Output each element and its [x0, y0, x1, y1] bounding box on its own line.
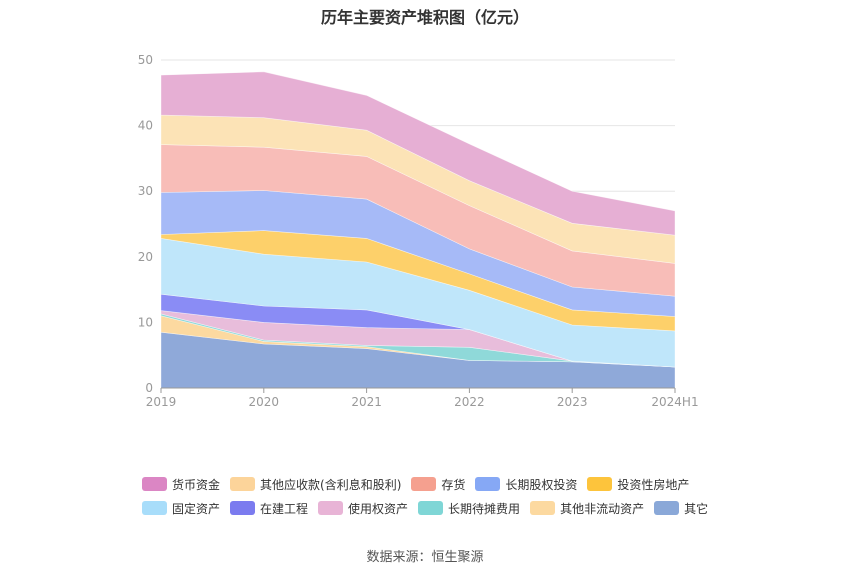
y-tick-label: 10: [138, 315, 153, 329]
legend-item[interactable]: 固定资产: [142, 500, 220, 517]
y-tick-label: 0: [145, 381, 153, 395]
x-tick-label: 2024H1: [651, 395, 698, 409]
x-tick-label: 2023: [557, 395, 588, 409]
legend-label: 长期股权投资: [505, 477, 578, 492]
legend-item[interactable]: 长期待摊费用: [418, 500, 520, 517]
legend-item[interactable]: 货币资金: [142, 476, 220, 493]
legend-item[interactable]: 投资性房地产: [587, 476, 689, 493]
legend-swatch: [142, 501, 167, 515]
legend-swatch: [587, 477, 613, 491]
legend-label: 货币资金: [172, 477, 221, 492]
legend-label: 在建工程: [260, 501, 309, 516]
legend-label: 长期待摊费用: [448, 501, 521, 516]
legend-item[interactable]: 存货: [411, 476, 465, 493]
legend-item[interactable]: 在建工程: [230, 500, 308, 517]
data-source-note: 数据来源：恒生聚源: [366, 550, 484, 565]
axes: 0 10 20 30 40 50 2019 2020 2021 2022 2023 2024H1: [138, 53, 699, 409]
legend-swatch: [530, 501, 556, 515]
legend-item[interactable]: 使用权资产: [318, 500, 408, 517]
legend: 货币资金 其他应收款(含利息和股利) 存货 长期股权投资 投资性房地产 固定资产 在建工程…: [142, 472, 742, 520]
x-tick-label: 2019: [146, 395, 177, 409]
legend-item[interactable]: 长期股权投资: [475, 476, 577, 493]
legend-swatch: [318, 501, 344, 515]
legend-item[interactable]: 其他应收款(含利息和股利): [230, 476, 401, 493]
legend-swatch: [475, 477, 501, 491]
area-series-10: [160, 71, 676, 236]
x-tick-label: 2020: [249, 395, 280, 409]
legend-swatch: [230, 477, 256, 491]
legend-swatch: [418, 501, 444, 515]
x-tick-label: 2022: [454, 395, 485, 409]
y-tick-label: 20: [138, 250, 153, 264]
chart-title: 历年主要资产堆积图（亿元）: [320, 8, 529, 27]
y-tick-label: 30: [138, 184, 153, 198]
legend-item[interactable]: 其它: [654, 500, 708, 517]
legend-item[interactable]: 其他非流动资产: [530, 500, 644, 517]
y-tick-label: 40: [138, 119, 153, 133]
legend-swatch: [230, 501, 256, 515]
legend-label: 存货: [441, 477, 466, 492]
legend-row: 货币资金 其他应收款(含利息和股利) 存货 长期股权投资 投资性房地产: [142, 472, 742, 496]
area-series: [160, 71, 676, 389]
stacked-area-chart: 0 10 20 30 40 50 2019 2020 2021 2022 2023 2024H1: [138, 53, 699, 409]
legend-row: 固定资产 在建工程 使用权资产 长期待摊费用 其他非流动资产 其它: [142, 496, 742, 520]
y-tick-label: 50: [138, 53, 153, 67]
legend-swatch: [411, 477, 437, 491]
legend-label: 固定资产: [172, 501, 221, 516]
legend-label: 其他非流动资产: [560, 501, 645, 516]
x-tick-label: 2021: [351, 395, 382, 409]
legend-label: 其它: [684, 501, 709, 516]
legend-label: 其他应收款(含利息和股利): [260, 477, 402, 492]
legend-label: 投资性房地产: [617, 477, 690, 492]
legend-swatch: [654, 501, 680, 515]
legend-swatch: [142, 477, 167, 491]
legend-label: 使用权资产: [348, 501, 409, 516]
